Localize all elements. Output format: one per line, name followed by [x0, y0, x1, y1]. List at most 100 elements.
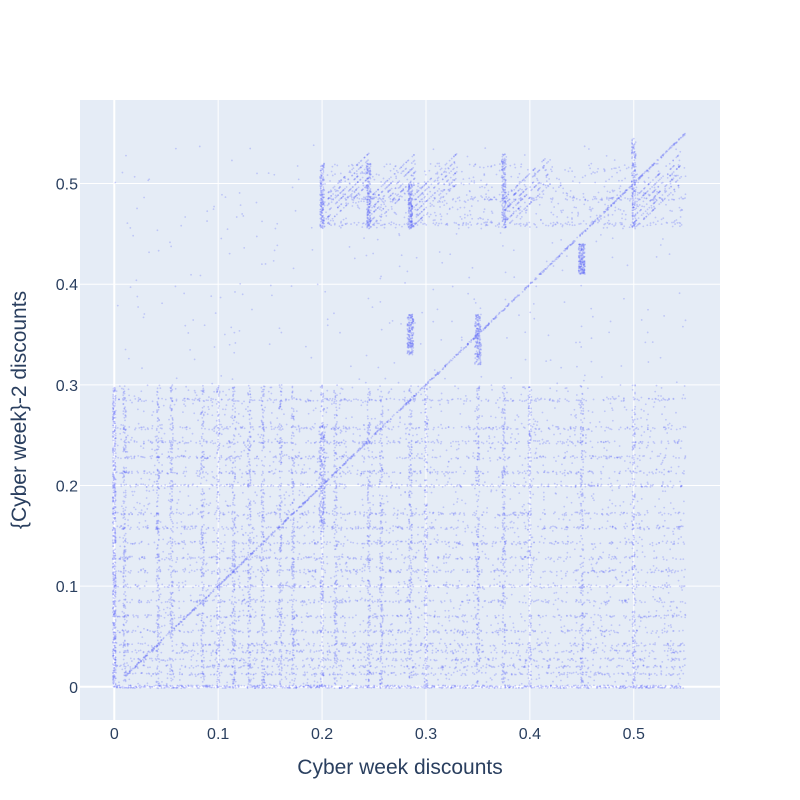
- scatter-point: [384, 665, 387, 668]
- scatter-point: [591, 223, 594, 226]
- scatter-point: [547, 649, 549, 652]
- scatter-point: [548, 264, 551, 266]
- scatter-point: [542, 570, 545, 573]
- scatter-point: [251, 649, 254, 652]
- scatter-point: [643, 657, 646, 660]
- scatter-point: [416, 630, 418, 633]
- scatter-point: [239, 586, 241, 588]
- scatter-point: [301, 512, 304, 515]
- scatter-point: [513, 540, 515, 543]
- scatter-point: [480, 671, 483, 674]
- scatter-point: [304, 631, 307, 633]
- scatter-point: [181, 650, 184, 652]
- scatter-point: [663, 614, 666, 617]
- scatter-point: [199, 602, 202, 604]
- scatter-point: [150, 645, 153, 647]
- scatter-point: [451, 512, 453, 514]
- scatter-point: [514, 629, 516, 632]
- scatter-point: [562, 630, 564, 633]
- scatter-point: [316, 490, 318, 493]
- scatter-point: [339, 585, 342, 587]
- scatter-point: [414, 667, 417, 669]
- scatter-point: [451, 357, 454, 360]
- scatter-point: [593, 684, 595, 687]
- scatter-point: [499, 629, 502, 632]
- scatter-point: [646, 485, 648, 488]
- scatter-point: [225, 526, 228, 529]
- scatter-point: [329, 484, 332, 487]
- scatter-point: [293, 542, 295, 545]
- scatter-point: [271, 665, 274, 668]
- scatter-point: [130, 660, 133, 662]
- scatter-point: [599, 470, 602, 473]
- scatter-point: [180, 513, 182, 516]
- scatter-point: [609, 512, 612, 515]
- scatter-point: [590, 542, 593, 545]
- scatter-point: [537, 664, 540, 667]
- scatter-point: [550, 525, 552, 528]
- scatter-point: [643, 644, 646, 647]
- scatter-point: [554, 540, 557, 543]
- scatter-point: [274, 557, 277, 560]
- scatter-point: [577, 673, 579, 676]
- scatter-point: [265, 513, 268, 516]
- scatter-point: [343, 462, 345, 465]
- scatter-point: [449, 583, 451, 586]
- scatter-point: [341, 660, 344, 662]
- scatter-point: [592, 649, 594, 652]
- scatter-point: [140, 686, 143, 688]
- scatter-point: [523, 543, 526, 546]
- scatter-point: [576, 616, 579, 618]
- scatter-point: [600, 616, 603, 619]
- scatter-point: [353, 452, 355, 455]
- scatter-point: [173, 599, 175, 602]
- scatter-point: [607, 483, 610, 486]
- scatter-point: [490, 601, 492, 603]
- scatter-point: [170, 629, 173, 632]
- scatter-point: [147, 644, 150, 647]
- scatter-point: [662, 154, 665, 157]
- scatter-point: [307, 686, 309, 689]
- scatter-point: [343, 616, 346, 619]
- scatter-point: [493, 645, 496, 647]
- scatter-point: [443, 472, 445, 475]
- scatter-point: [684, 568, 686, 571]
- scatter-point: [509, 526, 512, 529]
- scatter-point: [363, 673, 366, 676]
- scatter-point: [492, 485, 495, 488]
- scatter-point: [604, 657, 607, 660]
- scatter-point: [599, 665, 602, 668]
- scatter-point: [358, 666, 361, 669]
- scatter-point: [339, 659, 342, 662]
- scatter-point: [127, 586, 129, 589]
- scatter-point: [238, 630, 240, 633]
- scatter-point: [472, 337, 475, 339]
- scatter-point: [187, 649, 190, 652]
- scatter-point: [575, 671, 578, 674]
- scatter-point: [484, 671, 487, 674]
- scatter-point: [495, 541, 498, 544]
- scatter-point: [557, 687, 560, 689]
- scatter-point: [173, 627, 176, 630]
- scatter-point: [588, 470, 591, 472]
- scatter-point: [608, 686, 610, 689]
- scatter-point: [225, 616, 227, 619]
- scatter-point: [427, 568, 429, 571]
- scatter-point: [127, 629, 130, 632]
- scatter-point: [266, 674, 269, 676]
- scatter-point: [668, 570, 671, 573]
- scatter-point: [461, 672, 464, 675]
- scatter-point: [467, 526, 470, 529]
- scatter-point: [205, 541, 208, 544]
- scatter-point: [397, 570, 399, 572]
- scatter-point: [306, 486, 309, 488]
- scatter-point: [244, 559, 246, 562]
- scatter-point: [467, 343, 469, 346]
- scatter-point: [387, 542, 390, 544]
- scatter-point: [542, 685, 545, 688]
- scatter-point: [259, 600, 262, 603]
- scatter-point: [422, 385, 425, 388]
- scatter-point: [344, 642, 346, 645]
- scatter-point: [547, 265, 550, 267]
- scatter-point: [294, 470, 297, 473]
